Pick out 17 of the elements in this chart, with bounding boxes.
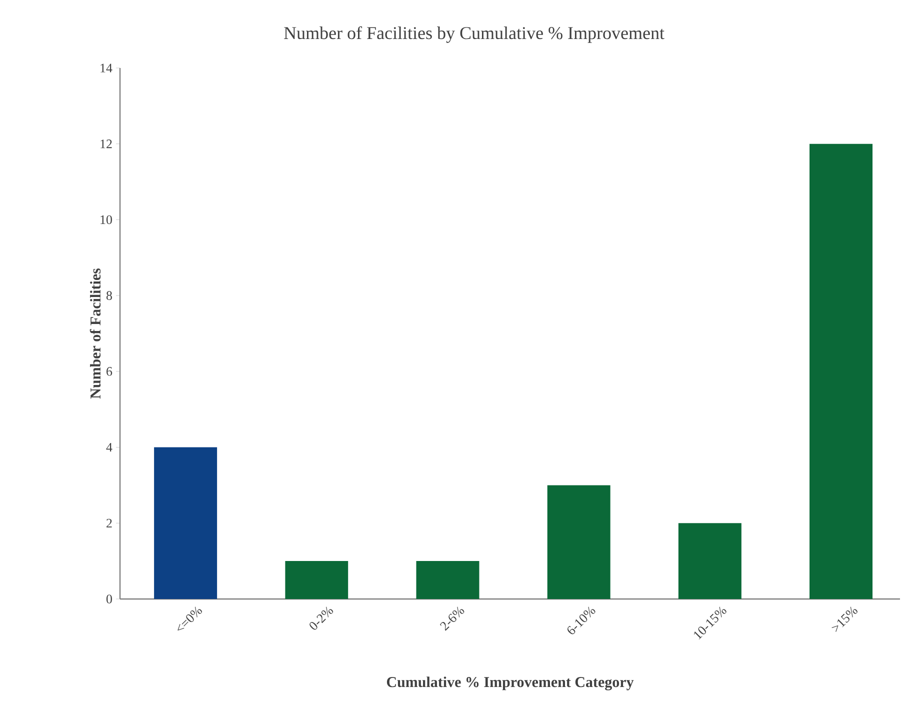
y-tick-label: 10 — [100, 215, 112, 224]
y-tick-label: 6 — [106, 367, 112, 376]
x-axis-title: Cumulative % Improvement Category — [386, 676, 634, 690]
bar — [154, 447, 218, 599]
y-tick-label: 2 — [106, 518, 112, 528]
y-tick-label: 8 — [106, 291, 112, 300]
bar — [810, 144, 873, 599]
y-tick-label: 0 — [106, 594, 112, 604]
y-tick-label: 12 — [100, 140, 112, 148]
bar — [678, 523, 742, 599]
bar — [285, 561, 348, 599]
bar — [416, 561, 480, 599]
y-axis-title: Number of Facilities — [90, 268, 101, 399]
y-tick-label: 4 — [106, 442, 112, 452]
bar — [547, 485, 610, 599]
chart-title: Number of Facilities by Cumulative % Improvement — [284, 26, 664, 43]
y-tick-label: 14 — [100, 64, 112, 72]
